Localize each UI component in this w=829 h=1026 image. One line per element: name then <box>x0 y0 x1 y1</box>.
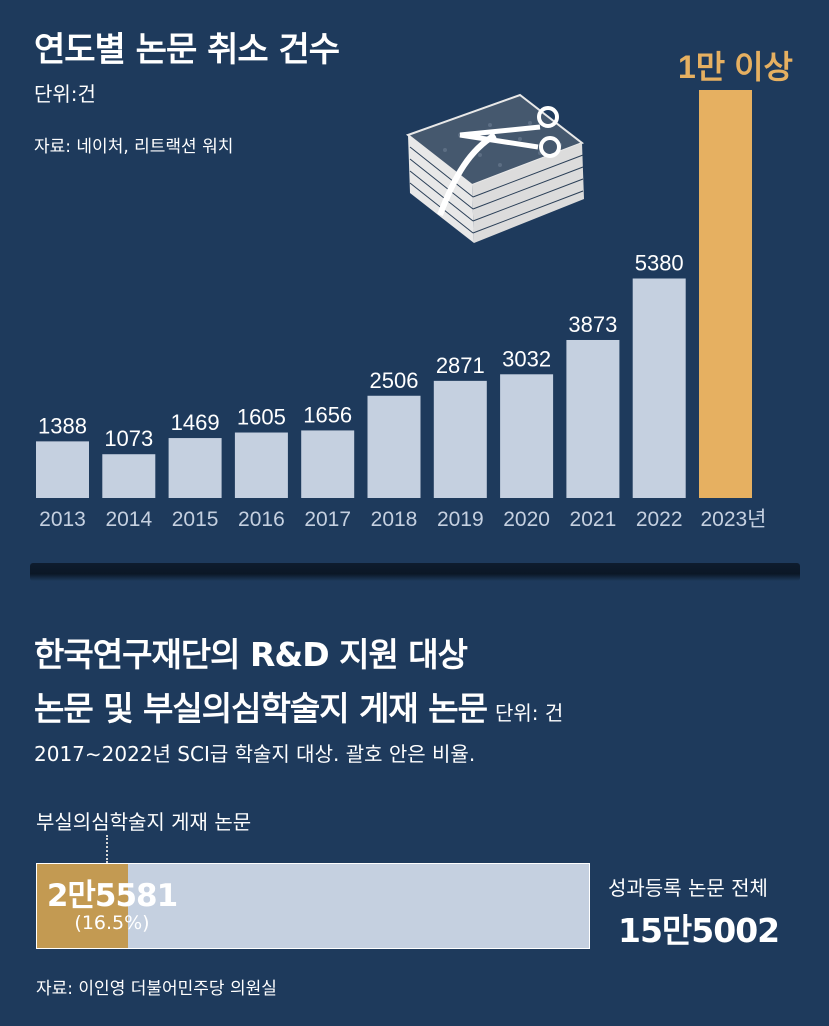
subset-label: 부실의심학술지 게재 논문 <box>36 810 252 834</box>
value-label-2021: 3873 <box>568 312 617 337</box>
subset-value: 2만5581 <box>46 878 178 914</box>
bar-2014 <box>102 454 156 498</box>
value-label-2016: 1605 <box>237 405 286 430</box>
bottom-source-label: 자료: 이인영 더불어민주당 의원실 <box>36 979 277 999</box>
tick-label-2020: 2020 <box>503 508 550 531</box>
value-label-2023: 1만 이상 <box>678 49 793 85</box>
bar-2021 <box>566 339 620 498</box>
section-divider <box>30 563 800 581</box>
bar-2017 <box>301 430 355 498</box>
tick-label-2014: 2014 <box>105 508 152 531</box>
subset-ratio: (16.5%) <box>74 912 150 934</box>
bottom-title-line2: 논문 및 부실의심학술지 게재 논문 <box>34 689 488 728</box>
value-label-2017: 1656 <box>303 402 352 427</box>
tick-label-2018: 2018 <box>371 508 418 531</box>
annual-retractions-chart: 1388 2013 1073 2014 1469 2015 1605 2016 1656 2017… <box>36 49 793 531</box>
value-label-2013: 1388 <box>38 413 87 438</box>
tick-label-2023: 2023년 <box>700 508 766 531</box>
bar-2016 <box>234 432 288 498</box>
value-label-2014: 1073 <box>104 426 153 451</box>
rd-papers-panel: 한국연구재단의 R&D 지원 대상 논문 및 부실의심학술지 게재 논문 단위: … <box>0 590 829 1026</box>
total-value: 15만5002 <box>618 911 780 950</box>
bottom-unit-label: 단위: 건 <box>495 701 564 725</box>
value-label-2018: 2506 <box>370 368 419 393</box>
tick-label-2016: 2016 <box>238 508 285 531</box>
tick-label-2019: 2019 <box>437 508 484 531</box>
source-label: 자료: 네이처, 리트랙션 워치 <box>34 137 234 157</box>
bottom-note: 2017∼2022년 SCI급 학술지 대상. 괄호 안은 비율. <box>34 742 476 766</box>
subset-leader-line <box>106 835 108 863</box>
annual-retractions-panel: 1388 2013 1073 2014 1469 2015 1605 2016 1656 2017… <box>34 30 793 531</box>
bar-2023 <box>699 90 752 498</box>
value-label-2019: 2871 <box>436 353 485 378</box>
total-papers-bar: 2만5581 (16.5%) <box>36 863 590 949</box>
tick-label-2021: 2021 <box>570 508 617 531</box>
tick-label-2015: 2015 <box>172 508 219 531</box>
bar-2020 <box>500 374 554 498</box>
value-label-2020: 3032 <box>502 346 551 371</box>
total-label: 성과등록 논문 전체 <box>608 876 768 900</box>
bar-2022 <box>632 278 686 498</box>
bar-2015 <box>168 438 222 498</box>
tick-label-2017: 2017 <box>304 508 351 531</box>
bar-2013 <box>36 441 89 498</box>
bars-group: 1388 2013 1073 2014 1469 2015 1605 2016 1656 2017… <box>36 49 793 531</box>
book-with-scissors-icon <box>405 93 585 243</box>
unit-label: 단위:건 <box>34 82 96 106</box>
bottom-title-line1: 한국연구재단의 R&D 지원 대상 <box>34 635 468 674</box>
tick-label-2022: 2022 <box>636 508 683 531</box>
value-label-2015: 1469 <box>171 410 220 435</box>
chart-title: 연도별 논문 취소 건수 <box>34 30 340 70</box>
bar-2018 <box>367 395 421 498</box>
value-label-2022: 5380 <box>635 250 684 275</box>
tick-label-2013: 2013 <box>39 508 86 531</box>
bar-2019 <box>433 380 487 498</box>
subset-papers-bar: 2만5581 (16.5%) <box>37 864 178 948</box>
